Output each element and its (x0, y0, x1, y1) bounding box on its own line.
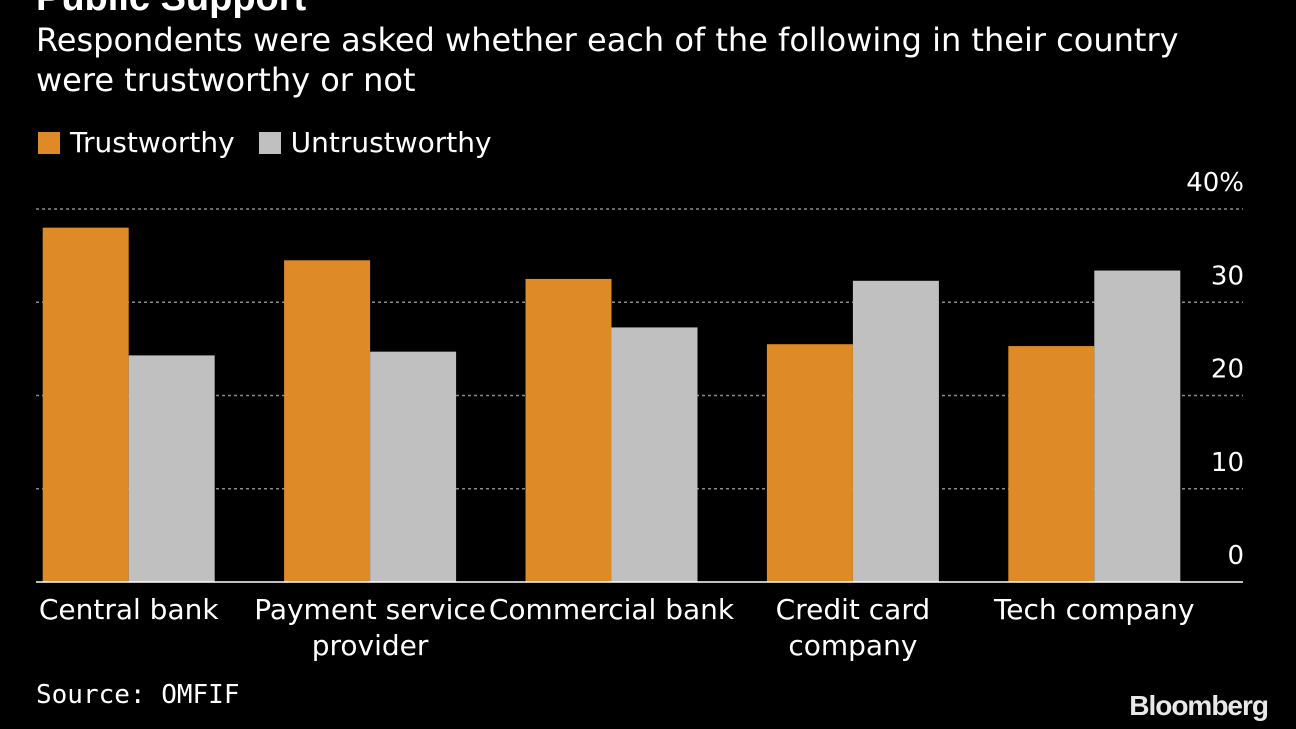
bar-untrustworthy-3 (852, 280, 939, 582)
bloomberg-logo: Bloomberg (1129, 690, 1269, 721)
bar-trustworthy-0 (42, 227, 129, 582)
y-tick-label: 0 (1227, 541, 1244, 571)
legend-swatch-untrustworthy (258, 131, 281, 154)
bar-trustworthy-2 (525, 278, 612, 582)
legend-label-untrustworthy: Untrustworthy (290, 126, 492, 159)
y-tick-label: 10 (1211, 448, 1244, 478)
legend-swatch-trustworthy (38, 131, 60, 154)
legend-label-trustworthy: Trustworthy (70, 126, 235, 159)
bar-trustworthy-1 (284, 260, 371, 582)
chart-subtitle: Respondents were asked whether each of t… (36, 21, 1179, 99)
bar-untrustworthy-0 (128, 355, 215, 582)
bar-untrustworthy-2 (611, 327, 698, 582)
legend-item-trustworthy: Trustworthy (38, 126, 235, 159)
source-note: Source: OMFIF (36, 680, 240, 710)
y-tick-label: 30 (1211, 261, 1244, 291)
category-label: Payment service provider (254, 593, 486, 662)
legend: Trustworthy Untrustworthy (38, 126, 492, 159)
bar-trustworthy-4 (1008, 346, 1095, 582)
bar-untrustworthy-1 (370, 351, 457, 582)
category-label: Central bank (38, 593, 219, 626)
bar-trustworthy-3 (766, 344, 853, 582)
legend-item-untrustworthy: Untrustworthy (258, 126, 492, 159)
category-label: Credit card company (775, 593, 931, 662)
y-tick-label: 20 (1211, 355, 1244, 385)
y-tick-label: 40% (1186, 168, 1244, 198)
chart-title: Public Support (36, 0, 306, 18)
category-label: Commercial bank (488, 593, 735, 626)
category-label: Tech company (993, 593, 1195, 626)
bar-untrustworthy-4 (1094, 270, 1181, 582)
